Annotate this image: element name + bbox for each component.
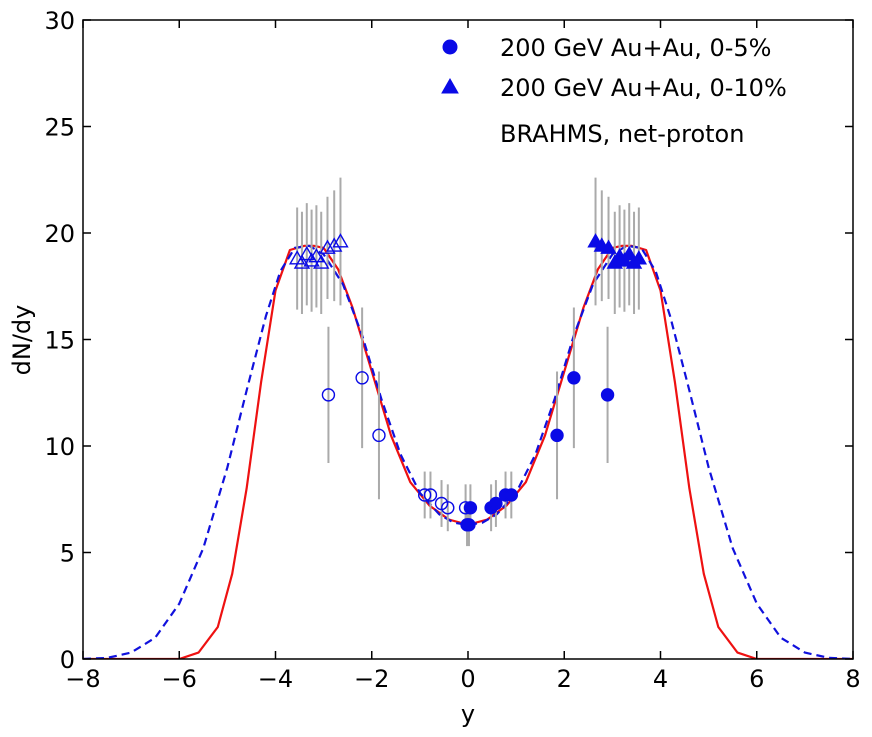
plot-frame bbox=[82, 19, 854, 660]
data-point-circle bbox=[462, 518, 476, 532]
plot-area bbox=[83, 177, 853, 659]
data-point-circle-open bbox=[321, 388, 336, 402]
y-tick-label: 0 bbox=[60, 646, 75, 674]
x-tick-label: 6 bbox=[749, 665, 764, 693]
x-tick-label: 2 bbox=[557, 665, 572, 693]
y-tick-label: 10 bbox=[44, 433, 75, 461]
x-tick-label: −2 bbox=[354, 665, 389, 693]
data-point-triangle-open bbox=[293, 254, 311, 269]
legend-marker-circle bbox=[442, 39, 458, 55]
data-point-triangle-open bbox=[298, 245, 315, 261]
data-point-triangle bbox=[630, 250, 648, 265]
data-point-triangle-open bbox=[319, 239, 336, 254]
data-point-circle bbox=[489, 496, 503, 511]
data-point-circle bbox=[463, 501, 478, 515]
data-point-circle-open bbox=[423, 488, 438, 502]
x-tick-label: 8 bbox=[845, 665, 860, 693]
data-point-triangle bbox=[621, 245, 638, 261]
data-point-circle-open bbox=[458, 501, 473, 515]
data-point-circle bbox=[567, 371, 581, 385]
x-axis-label: y bbox=[461, 700, 475, 728]
data-point-triangle-open bbox=[326, 237, 343, 252]
y-axis-label: dN/dy bbox=[8, 305, 36, 376]
data-point-triangle bbox=[600, 239, 617, 254]
data-point-circle bbox=[550, 428, 564, 443]
data-point-circle bbox=[600, 388, 615, 402]
legend-marker-triangle bbox=[441, 77, 459, 94]
y-tick-label: 5 bbox=[60, 540, 75, 568]
solid-fit-curve bbox=[83, 244, 853, 659]
y-tick-label: 30 bbox=[44, 7, 75, 35]
data-point-triangle-open bbox=[332, 233, 349, 248]
legend-label: 200 GeV Au+Au, 0-10% bbox=[500, 74, 787, 102]
y-tick-label: 25 bbox=[44, 114, 75, 142]
x-tick-label: 4 bbox=[653, 665, 668, 693]
x-tick-label: −4 bbox=[258, 665, 293, 693]
x-tick-label: 0 bbox=[460, 665, 475, 693]
axes: −8 −6 −4 −2 0 2 4 6 8 0 5 10 15 20 25 30 bbox=[44, 7, 860, 693]
data-point-circle-open bbox=[417, 488, 432, 502]
data-point-circle-open bbox=[355, 371, 369, 385]
x-tick-label: −6 bbox=[162, 665, 197, 693]
data-point-circle bbox=[504, 488, 519, 502]
x-tick-label: −8 bbox=[65, 665, 100, 693]
y-tick-label: 20 bbox=[44, 220, 75, 248]
data-point-triangle-open bbox=[288, 250, 306, 265]
y-tick-label: 15 bbox=[44, 327, 75, 355]
data-point-circle-open bbox=[372, 428, 386, 443]
data-point-circle-open bbox=[434, 496, 449, 511]
legend-label: 200 GeV Au+Au, 0-5% bbox=[500, 34, 771, 62]
legend: 200 GeV Au+Au, 0-5% 200 GeV Au+Au, 0-10% B… bbox=[441, 34, 787, 148]
dashed-fit-curve bbox=[83, 244, 853, 659]
legend-label: BRAHMS, net-proton bbox=[500, 120, 744, 148]
